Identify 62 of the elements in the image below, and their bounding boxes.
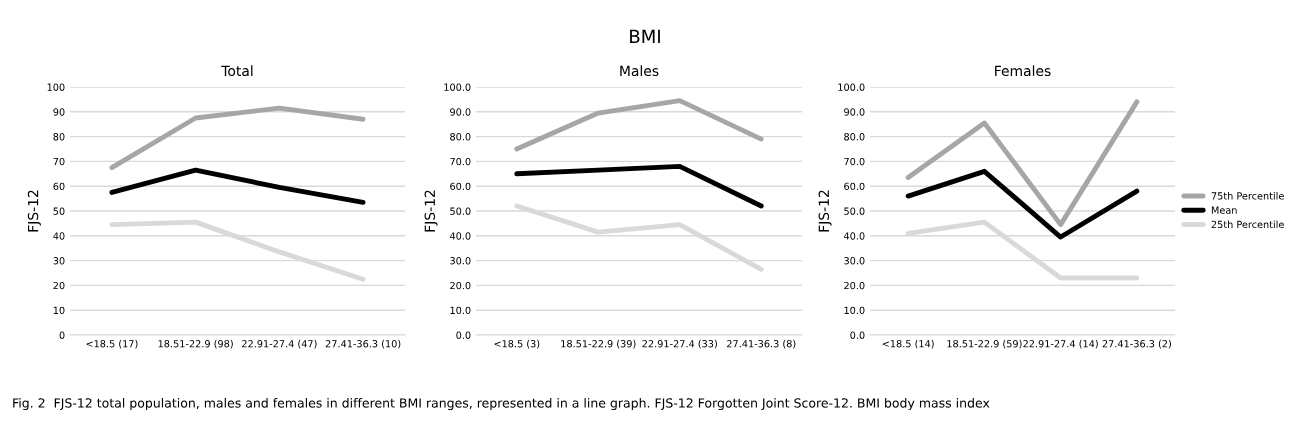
- y-tick-label: 100.0: [838, 83, 865, 91]
- y-tick-label: 20.0: [450, 281, 471, 290]
- y-tick-label: 0: [59, 331, 65, 339]
- y-tick-label: 70: [53, 157, 65, 166]
- y-tick-label: 30: [53, 257, 65, 265]
- y-tick-label: 70.0: [450, 157, 471, 166]
- x-tick-label: <18.5 (3): [494, 339, 540, 349]
- line-series: [905, 168, 1140, 240]
- x-tick-label: 18.51-22.9 (59): [947, 339, 1022, 349]
- y-tick-label: 80: [53, 133, 65, 141]
- y-tick-label: 90: [53, 108, 65, 116]
- x-tick-label: <18.5 (17): [86, 339, 138, 349]
- line-series: [514, 98, 764, 152]
- y-tick-label: 50.0: [844, 207, 865, 215]
- x-tick-label: 22.91-27.4 (33): [642, 339, 717, 349]
- y-tick-label: 20: [53, 281, 65, 290]
- line-series: [109, 105, 366, 171]
- x-tick-label: 27.41-36.3 (8): [727, 339, 796, 349]
- y-tick-label: 100.0: [444, 83, 471, 91]
- y-tick-label: 20.0: [844, 281, 865, 290]
- line-series: [514, 163, 764, 209]
- line-series: [109, 167, 366, 205]
- legend-label: 25th Percentile: [1211, 220, 1284, 229]
- y-tick-label: 10.0: [450, 306, 471, 315]
- legend-label: Mean: [1211, 206, 1237, 214]
- chart-title: Females: [995, 65, 1051, 77]
- y-tick-label: 90.0: [450, 108, 471, 116]
- y-tick-label: 0.0: [456, 331, 471, 339]
- y-tick-label: 60: [53, 182, 65, 191]
- y-tick-label: 30.0: [844, 257, 865, 265]
- x-tick-label: 27.41-36.3 (2): [1102, 339, 1171, 349]
- y-tick-label: 40.0: [843, 232, 865, 240]
- x-tick-label: 22.91-27.4 (47): [242, 339, 317, 349]
- y-tick-label: 80.0: [844, 133, 865, 141]
- x-tick-label: 22.91-27.4 (14): [1023, 339, 1098, 349]
- y-tick-label: 60.0: [844, 182, 865, 191]
- x-tick-label: <18.5 (14): [882, 339, 934, 349]
- y-tick-label: 70.0: [844, 157, 865, 166]
- y-tick-label: 80.0: [450, 133, 471, 141]
- y-axis-title: FJS-12: [27, 190, 41, 232]
- caption: Fig. 2 FJS-12 total population, males and females in different BMI ranges, represented in a line graph. FJS-12 Forgotten Joint Score-12. BMI body mass index: [13, 398, 990, 411]
- y-tick-label: 50: [53, 207, 65, 215]
- line-series: [905, 99, 1140, 228]
- x-tick-label: 27.41-36.3 (10): [325, 339, 401, 349]
- y-tick-label: 40.0: [449, 232, 471, 240]
- y-tick-label: 90.0: [844, 108, 865, 116]
- y-tick-label: 40: [53, 232, 65, 240]
- y-tick-label: 10: [53, 306, 65, 315]
- y-tick-label: 50.0: [450, 207, 471, 215]
- y-tick-label: 0.0: [850, 331, 865, 339]
- y-axis-title: FJS-12: [424, 190, 438, 232]
- text: BMI: [630, 29, 660, 43]
- legend-label: 75th Percentile: [1211, 192, 1284, 200]
- x-tick-label: 18.51-22.9 (98): [158, 339, 233, 349]
- x-tick-label: 18.51-22.9 (39): [561, 339, 636, 349]
- y-tick-label: 100: [47, 83, 65, 91]
- y-tick-label: 30.0: [450, 257, 471, 265]
- y-axis-title: FJS-12: [818, 190, 832, 232]
- y-tick-label: 10.0: [844, 306, 865, 315]
- chart-title: Males: [620, 65, 659, 77]
- chart-title: Total: [221, 65, 253, 77]
- y-tick-label: 60.0: [450, 182, 471, 191]
